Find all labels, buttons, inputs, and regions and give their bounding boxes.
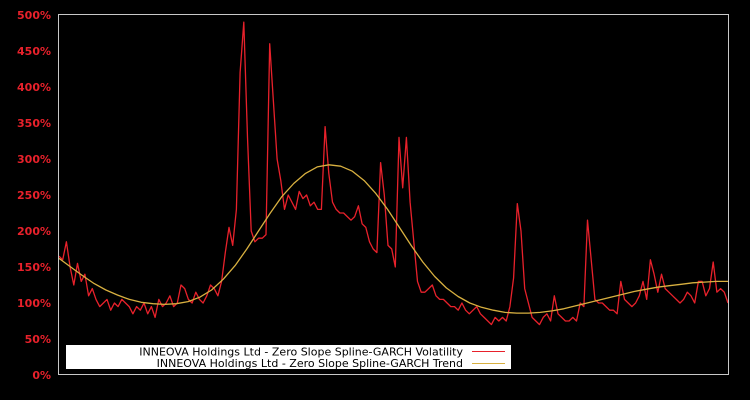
y-tick-label: 50%	[25, 333, 51, 346]
series-layer	[58, 21, 729, 326]
legend-label-volatility: INNEOVA Holdings Ltd - Zero Slope Spline…	[139, 346, 463, 359]
y-tick-label: 450%	[17, 45, 51, 58]
legend: INNEOVA Holdings Ltd - Zero Slope Spline…	[66, 345, 511, 370]
y-tick-label: 300%	[17, 153, 51, 166]
y-tick-label: 250%	[17, 189, 51, 202]
y-tick-label: 350%	[17, 117, 51, 130]
y-tick-label: 400%	[17, 81, 51, 94]
legend-box	[66, 345, 511, 369]
volatility-line	[58, 21, 729, 326]
y-tick-label: 100%	[17, 297, 51, 310]
y-axis-ticks: 0% 50% 100% 150% 200% 250% 300% 350% 400% 450% 500…	[17, 9, 51, 382]
y-tick-label: 0%	[32, 369, 51, 382]
legend-label-trend: INNEOVA Holdings Ltd - Zero Slope Spline…	[157, 357, 463, 370]
trend-line	[58, 164, 728, 314]
plot-frame	[58, 14, 729, 375]
y-tick-label: 500%	[17, 9, 51, 22]
y-tick-label: 200%	[17, 225, 51, 238]
y-tick-label: 150%	[17, 261, 51, 274]
